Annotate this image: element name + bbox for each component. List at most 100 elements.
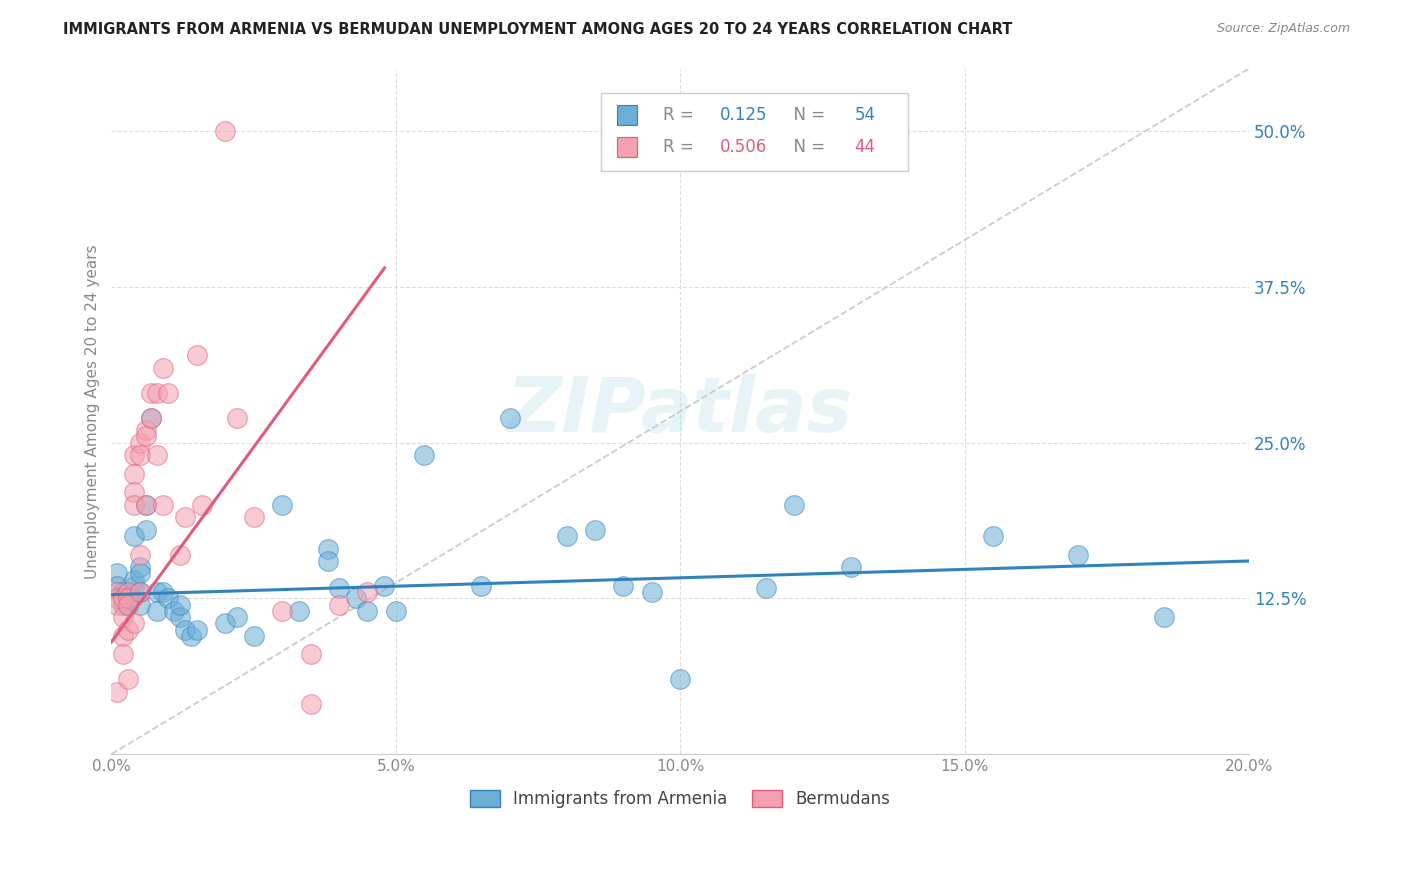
Text: R =: R =: [664, 106, 699, 124]
Point: [111, 598, 134, 612]
Point: [191, 498, 214, 512]
Point: [135, 523, 157, 537]
Point: [1067, 548, 1090, 562]
Point: [111, 648, 134, 662]
Point: [128, 560, 150, 574]
Point: [117, 585, 139, 599]
Point: [117, 585, 139, 599]
Point: [755, 582, 778, 596]
Point: [111, 591, 134, 606]
Point: [135, 498, 157, 512]
Point: [135, 498, 157, 512]
Point: [141, 385, 163, 400]
Text: Source: ZipAtlas.com: Source: ZipAtlas.com: [1216, 22, 1350, 36]
Text: N =: N =: [783, 138, 830, 156]
Point: [117, 591, 139, 606]
Point: [122, 579, 145, 593]
Point: [242, 629, 264, 643]
Point: [117, 598, 139, 612]
Point: [117, 623, 139, 637]
Point: [117, 591, 139, 606]
Point: [157, 385, 180, 400]
Point: [555, 529, 578, 543]
Point: [669, 673, 692, 687]
Legend: Immigrants from Armenia, Bermudans: Immigrants from Armenia, Bermudans: [463, 783, 897, 814]
Point: [316, 541, 339, 556]
Point: [146, 585, 169, 599]
Point: [373, 579, 395, 593]
Point: [111, 629, 134, 643]
Point: [214, 616, 236, 631]
Point: [117, 598, 139, 612]
Point: [135, 429, 157, 443]
Point: [641, 585, 664, 599]
Point: [356, 585, 378, 599]
Point: [105, 685, 128, 699]
Point: [413, 448, 436, 462]
Point: [122, 467, 145, 481]
Point: [122, 529, 145, 543]
Point: [105, 591, 128, 606]
Point: [174, 510, 197, 524]
Point: [111, 585, 134, 599]
Point: [271, 604, 294, 618]
Point: [299, 698, 322, 712]
Point: [470, 579, 492, 593]
Point: [152, 360, 174, 375]
Point: [122, 573, 145, 587]
Point: [157, 591, 180, 606]
Text: 0.125: 0.125: [720, 106, 768, 124]
Point: [180, 629, 202, 643]
Point: [328, 598, 350, 612]
Point: [169, 598, 191, 612]
Point: [122, 616, 145, 631]
Point: [612, 579, 634, 593]
Y-axis label: Unemployment Among Ages 20 to 24 years: Unemployment Among Ages 20 to 24 years: [86, 244, 100, 579]
Text: 44: 44: [855, 138, 876, 156]
Point: [146, 448, 169, 462]
Point: [111, 591, 134, 606]
Point: [174, 623, 197, 637]
Point: [169, 610, 191, 624]
Point: [242, 510, 264, 524]
Point: [328, 582, 350, 596]
Point: [105, 585, 128, 599]
Text: 54: 54: [855, 106, 876, 124]
Point: [225, 610, 247, 624]
Point: [128, 566, 150, 581]
Point: [128, 548, 150, 562]
Point: [498, 410, 520, 425]
Point: [135, 423, 157, 437]
Point: [105, 566, 128, 581]
Point: [583, 523, 606, 537]
Point: [356, 604, 378, 618]
Point: [117, 673, 139, 687]
Point: [288, 604, 311, 618]
Point: [105, 598, 128, 612]
Point: [122, 485, 145, 500]
Point: [169, 548, 191, 562]
Text: N =: N =: [783, 106, 830, 124]
Point: [128, 448, 150, 462]
Text: R =: R =: [664, 138, 699, 156]
Point: [344, 591, 367, 606]
Text: ZIPatlas: ZIPatlas: [508, 375, 853, 449]
Point: [385, 604, 408, 618]
Point: [839, 560, 862, 574]
Point: [783, 498, 806, 512]
Point: [1153, 610, 1175, 624]
Text: IMMIGRANTS FROM ARMENIA VS BERMUDAN UNEMPLOYMENT AMONG AGES 20 TO 24 YEARS CORRE: IMMIGRANTS FROM ARMENIA VS BERMUDAN UNEM…: [63, 22, 1012, 37]
Point: [146, 604, 169, 618]
Point: [128, 585, 150, 599]
Point: [186, 348, 208, 362]
Point: [105, 579, 128, 593]
Point: [981, 529, 1004, 543]
Point: [128, 435, 150, 450]
FancyBboxPatch shape: [600, 93, 908, 171]
Point: [128, 585, 150, 599]
Point: [141, 410, 163, 425]
Point: [152, 585, 174, 599]
Point: [122, 498, 145, 512]
Point: [146, 385, 169, 400]
Point: [128, 598, 150, 612]
